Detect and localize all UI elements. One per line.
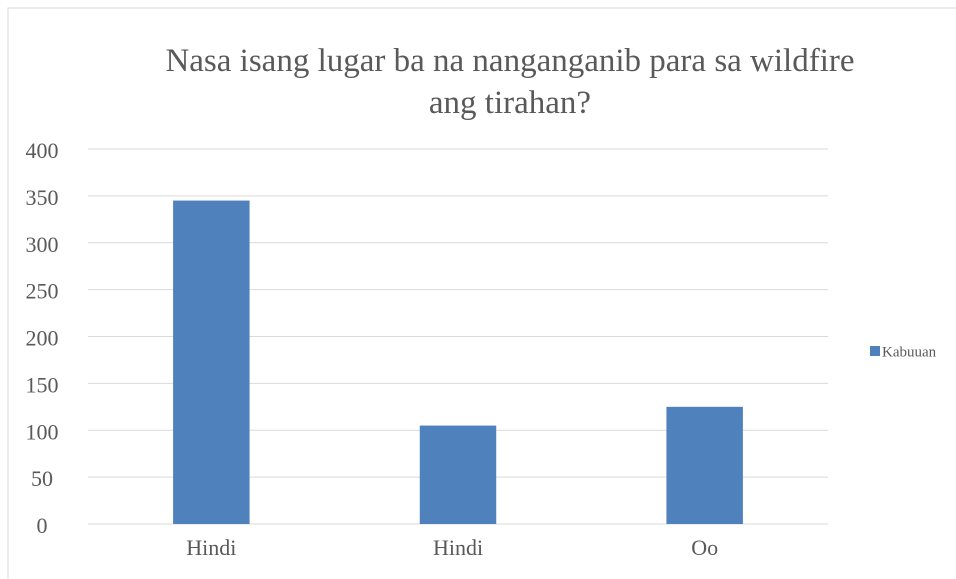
chart-title: Nasa isang lugar ba na nanganganib para … xyxy=(165,43,855,121)
y-tick-label: 300 xyxy=(26,232,59,257)
x-tick-label: Oo xyxy=(691,535,718,560)
y-tick-label: 0 xyxy=(37,513,48,538)
legend-swatch xyxy=(870,346,880,356)
bar xyxy=(666,406,743,524)
legend-label: Kabuuan xyxy=(882,344,937,360)
y-tick-label: 200 xyxy=(26,326,59,351)
y-tick-label: 350 xyxy=(26,185,59,210)
bar xyxy=(173,200,250,524)
y-tick-label: 400 xyxy=(26,138,59,163)
x-tick-label: Hindi xyxy=(186,535,236,560)
y-tick-label: 50 xyxy=(31,466,53,491)
bar xyxy=(419,425,497,524)
x-tick-label: Hindi xyxy=(433,535,483,560)
y-tick-label: 250 xyxy=(26,279,59,304)
y-tick-label: 100 xyxy=(26,419,59,444)
y-tick-label: 150 xyxy=(26,372,59,397)
